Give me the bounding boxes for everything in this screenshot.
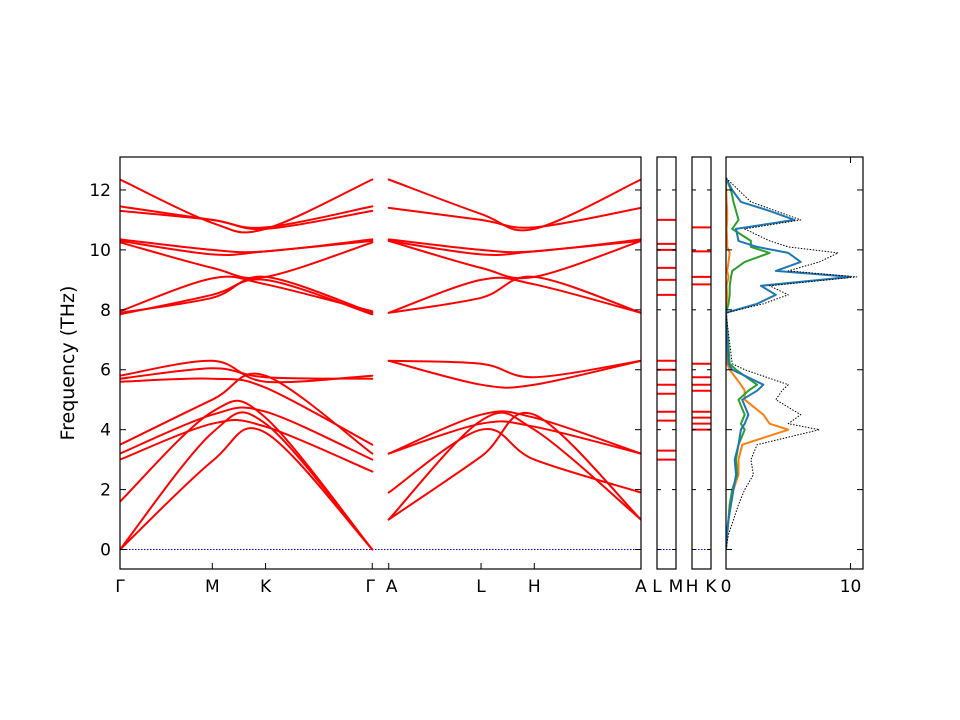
y-axis-label: Frequency (THz) xyxy=(57,286,79,441)
band-line-28 xyxy=(387,410,641,455)
segment-LM-frame xyxy=(656,156,677,570)
band-line-22 xyxy=(387,239,641,256)
band-line-5 xyxy=(120,239,374,256)
y-tick-label: 4 xyxy=(100,421,111,441)
x-tick-labels: Γ M K Γ A L H A L M H K 0 10 xyxy=(115,577,861,597)
band-line-7 xyxy=(120,275,374,313)
segment-panel-LM xyxy=(656,156,677,570)
k-point-label: A xyxy=(635,577,647,597)
band-line-15 xyxy=(120,419,374,473)
y-tick-label: 8 xyxy=(100,301,111,321)
band-line-4 xyxy=(120,238,374,254)
dos-x-tick-label: 0 xyxy=(721,577,732,597)
k-point-label: H xyxy=(686,577,699,597)
dos-panel xyxy=(725,156,864,570)
band-panel-frame xyxy=(119,156,642,570)
band-line-1 xyxy=(120,178,374,234)
k-point-label: M xyxy=(669,577,684,597)
band-line-21 xyxy=(387,238,641,254)
band-line-13 xyxy=(120,372,374,455)
y-tick-labels: 0 2 4 6 8 10 12 xyxy=(89,181,111,561)
band-line-16 xyxy=(120,399,374,551)
band-line-29 xyxy=(387,420,641,455)
dos-x-tick-label: 10 xyxy=(840,577,862,597)
k-point-label: Γ xyxy=(115,577,125,597)
band-structure-panel xyxy=(119,156,642,570)
k-point-label: H xyxy=(528,577,541,597)
y-tick-label: 2 xyxy=(100,481,111,501)
dos-series-total xyxy=(726,177,858,550)
k-point-label: L xyxy=(476,577,486,597)
k-point-label: A xyxy=(386,577,398,597)
band-line-12 xyxy=(120,377,374,446)
y-tick-label: 12 xyxy=(89,181,111,201)
y-tick-label: 6 xyxy=(100,361,111,381)
k-point-label: L xyxy=(652,577,662,597)
segment-panel-HK xyxy=(691,156,712,570)
band-line-25 xyxy=(387,275,641,314)
band-line-17 xyxy=(120,411,374,551)
band-line-9 xyxy=(120,278,374,316)
k-point-label: K xyxy=(705,577,717,597)
band-line-32 xyxy=(387,427,641,494)
band-lines xyxy=(120,178,641,551)
band-line-3 xyxy=(120,209,374,231)
dos-panel-frame xyxy=(725,156,864,570)
dos-series-orange xyxy=(726,177,790,550)
k-point-label: M xyxy=(205,577,220,597)
k-point-label: K xyxy=(260,577,272,597)
band-line-31 xyxy=(387,411,641,521)
dos-series-blue xyxy=(726,177,852,550)
y-tick-label: 10 xyxy=(89,241,111,261)
band-line-11 xyxy=(120,367,374,380)
band-line-24 xyxy=(387,276,641,314)
k-point-label: Γ xyxy=(366,577,376,597)
band-line-14 xyxy=(120,406,374,461)
band-line-20 xyxy=(387,206,641,229)
band-line-30 xyxy=(387,411,641,521)
band-line-6 xyxy=(120,241,374,280)
band-line-18 xyxy=(120,427,374,551)
segment-HK-frame xyxy=(691,156,712,570)
y-tick-label: 0 xyxy=(100,541,111,561)
band-line-23 xyxy=(387,239,641,280)
band-line-27 xyxy=(387,359,641,389)
band-line-26 xyxy=(387,359,641,379)
band-line-19 xyxy=(387,178,641,232)
